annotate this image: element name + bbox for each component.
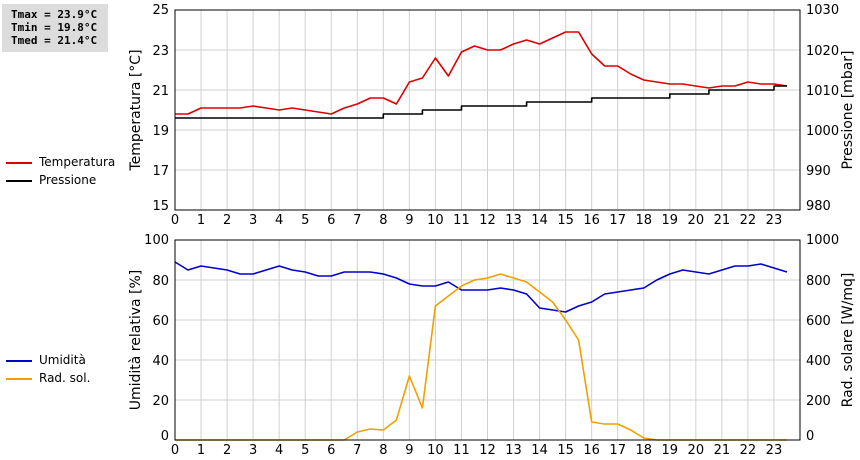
chart1-x-tick-label: 4 [275,213,283,228]
chart2-y-tick-label: 100 [144,233,169,248]
chart1-x-tick-label: 17 [609,213,626,228]
chart1-y2-tick-label: 1000 [806,124,839,139]
legend-swatch-pressione [6,180,32,182]
chart2-y-tick-label: 20 [152,394,169,409]
chart2-x-tick-label: 20 [688,443,705,458]
chart1-x-tick-label: 6 [327,213,335,228]
chart1-x-tick-label: 3 [249,213,257,228]
chart2-x-tick-label: 17 [609,443,626,458]
chart2-x-tick-label: 9 [405,443,413,458]
chart1-x-tick-label: 14 [531,213,548,228]
chart1-series-temperatura-line [175,31,788,115]
chart1-x-tick-label: 10 [427,213,444,228]
chart2-x-tick-label: 22 [740,443,757,458]
chart1-y2-tick-label: 980 [806,199,831,214]
chart1-x-tick-label: 13 [505,213,522,228]
chart2-x-tick-label: 14 [531,443,548,458]
chart2-y-tick-label: 60 [152,314,169,329]
legend-swatch-temperatura [6,162,32,164]
chart1-x-tick-label: 20 [688,213,705,228]
chart2-x-tick-label: 5 [301,443,309,458]
chart2-x-tick-label: 10 [427,443,444,458]
chart1-x-tick-label: 11 [453,213,470,228]
chart2-y2-tick-label: 0 [806,429,814,444]
chart1-x-tick-label: 7 [353,213,361,228]
chart2-y2-tick-label: 600 [806,314,831,329]
legend-label-pressione: Pressione [39,173,97,187]
chart1-plot-frame [174,9,801,211]
chart1-x-tick-label: 18 [635,213,652,228]
chart1-x-tick-label: 0 [171,213,179,228]
chart2-x-tick-label: 8 [379,443,387,458]
chart1-x-tick-label: 8 [379,213,387,228]
chart1-y-tick-label: 23 [152,44,169,59]
chart1-x-tick-label: 12 [479,213,496,228]
chart1-y-tick-label: 15 [152,199,169,214]
chart2-plot-frame [174,239,801,441]
tmax-text: Tmax = 23.9°C [11,8,98,21]
chart2-x-tick-label: 3 [249,443,257,458]
chart1-x-tick-label: 15 [557,213,574,228]
chart1-x-tick-label: 22 [740,213,757,228]
chart1-x-tick-label: 21 [714,213,731,228]
chart2-x-tick-label: 13 [505,443,522,458]
legend-swatch-umidita [6,360,32,362]
chart2-y2-axis-title: Rad. solare [W/mq] [840,273,856,408]
chart1-x-tick-label: 19 [662,213,679,228]
chart2-series-rad-sol-line [175,273,787,441]
chart1-y-tick-label: 21 [152,84,169,99]
chart1-y-tick-label: 19 [152,124,169,139]
chart2-x-tick-label: 15 [557,443,574,458]
chart1-y2-tick-label: 1010 [806,84,839,99]
chart2-y-tick-label: 80 [152,274,169,289]
chart1-y-tick-label: 17 [152,164,169,179]
legend-label-rad-sol: Rad. sol. [39,371,91,385]
chart1-x-tick-label: 23 [766,213,783,228]
chart2-x-tick-label: 4 [275,443,283,458]
chart2-x-tick-label: 16 [583,443,600,458]
stats-box: Tmax = 23.9°C Tmin = 19.8°C Tmed = 21.4°… [2,4,108,52]
chart2-x-tick-label: 12 [479,443,496,458]
chart2-x-tick-label: 23 [766,443,783,458]
chart2-y-tick-label: 0 [161,429,169,444]
chart2-y2-tick-label: 200 [806,394,831,409]
chart2-y-axis-title: Umidità relativa [%] [128,270,144,411]
chart1-x-tick-label: 9 [405,213,413,228]
chart1-series-pressione-line [175,85,787,119]
chart1-x-tick-label: 1 [197,213,205,228]
chart2-x-tick-label: 21 [714,443,731,458]
chart2-series-umidit-line [174,261,788,313]
tmin-text: Tmin = 19.8°C [11,21,98,34]
chart1-y-axis-title: Temperatura [°C] [128,49,144,171]
chart1-y-tick-label: 25 [152,3,169,18]
chart1-y2-axis-title: Pressione [mbar] [840,50,856,169]
chart2-x-tick-label: 2 [223,443,231,458]
legend-swatch-rad-sol [6,378,32,380]
chart1-y2-tick-label: 990 [806,164,831,179]
chart2-x-tick-label: 1 [197,443,205,458]
chart2-x-tick-label: 7 [353,443,361,458]
chart1-x-tick-label: 16 [583,213,600,228]
chart2-x-tick-label: 6 [327,443,335,458]
chart2-x-tick-label: 0 [171,443,179,458]
chart2-x-tick-label: 18 [635,443,652,458]
chart2-x-tick-label: 19 [662,443,679,458]
legend-label-umidita: Umidità [39,353,86,367]
chart2-y-tick-label: 40 [152,354,169,369]
chart2-y2-tick-label: 400 [806,354,831,369]
chart2-y2-tick-label: 800 [806,274,831,289]
chart1-y2-tick-label: 1030 [806,3,839,18]
legend-label-temperatura: Temperatura [39,155,116,169]
chart1-y2-tick-label: 1020 [806,44,839,59]
tmed-text: Tmed = 21.4°C [11,34,98,47]
chart1-x-tick-label: 2 [223,213,231,228]
chart1-x-tick-label: 5 [301,213,309,228]
chart2-x-tick-label: 11 [453,443,470,458]
chart2-y2-tick-label: 1000 [806,233,839,248]
